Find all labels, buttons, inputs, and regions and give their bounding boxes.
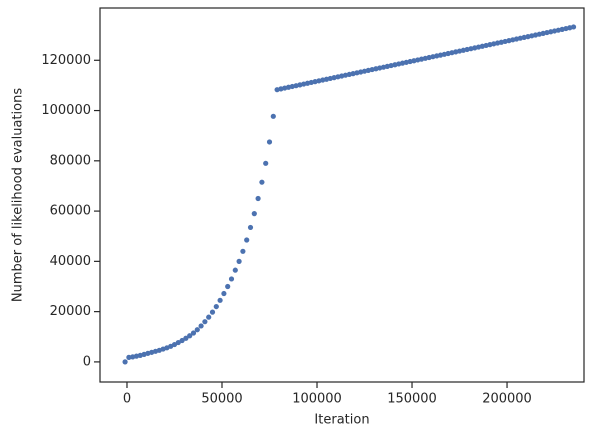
point: [179, 337, 185, 344]
y-tick-label: 100000: [41, 103, 91, 118]
point: [251, 210, 257, 217]
point: [206, 314, 212, 320]
point: [217, 297, 223, 303]
point: [247, 224, 254, 231]
x-tick-label: 50000: [201, 392, 242, 407]
point: [266, 139, 273, 145]
point: [236, 258, 242, 264]
x-tick-label: 100000: [292, 392, 342, 407]
point: [213, 303, 219, 310]
point: [240, 248, 246, 254]
x-tick-label: 200000: [482, 392, 532, 407]
x-tick-label: 0: [123, 392, 131, 407]
point: [259, 179, 265, 185]
point: [225, 283, 231, 290]
point: [255, 195, 261, 202]
x-axis-label: Iteration: [314, 413, 369, 428]
point: [221, 290, 227, 297]
point: [570, 24, 577, 30]
point: [190, 330, 197, 336]
y-tick-label: 0: [83, 354, 91, 369]
point: [209, 309, 216, 315]
point: [270, 113, 276, 119]
point: [198, 323, 204, 329]
point: [232, 267, 238, 273]
point: [228, 276, 235, 282]
point: [202, 319, 208, 325]
y-tick-label: 80000: [50, 153, 91, 168]
x-tick-label: 150000: [387, 392, 437, 407]
point: [122, 359, 128, 365]
plot-frame: [99, 7, 585, 383]
point: [187, 333, 193, 339]
point: [194, 327, 200, 333]
point: [126, 354, 132, 360]
point: [244, 237, 250, 243]
y-tick-label: 40000: [50, 254, 91, 269]
y-tick-label: 20000: [50, 304, 91, 319]
point: [263, 160, 269, 166]
y-tick-label: 120000: [41, 53, 91, 68]
y-axis-label: Number of likelihood evaluations: [11, 88, 26, 302]
point: [183, 335, 189, 341]
y-tick-label: 60000: [50, 204, 91, 219]
